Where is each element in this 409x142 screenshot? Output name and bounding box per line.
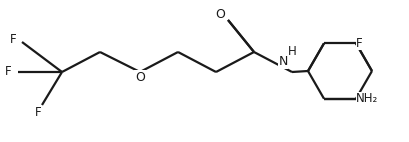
Text: O: O [215,8,225,20]
Text: F: F [4,65,11,79]
Text: O: O [135,72,145,84]
Text: H: H [287,45,296,59]
Text: N: N [278,56,287,68]
Text: NH₂: NH₂ [355,92,378,105]
Text: F: F [355,37,362,50]
Text: F: F [10,34,16,46]
Text: F: F [35,106,41,119]
